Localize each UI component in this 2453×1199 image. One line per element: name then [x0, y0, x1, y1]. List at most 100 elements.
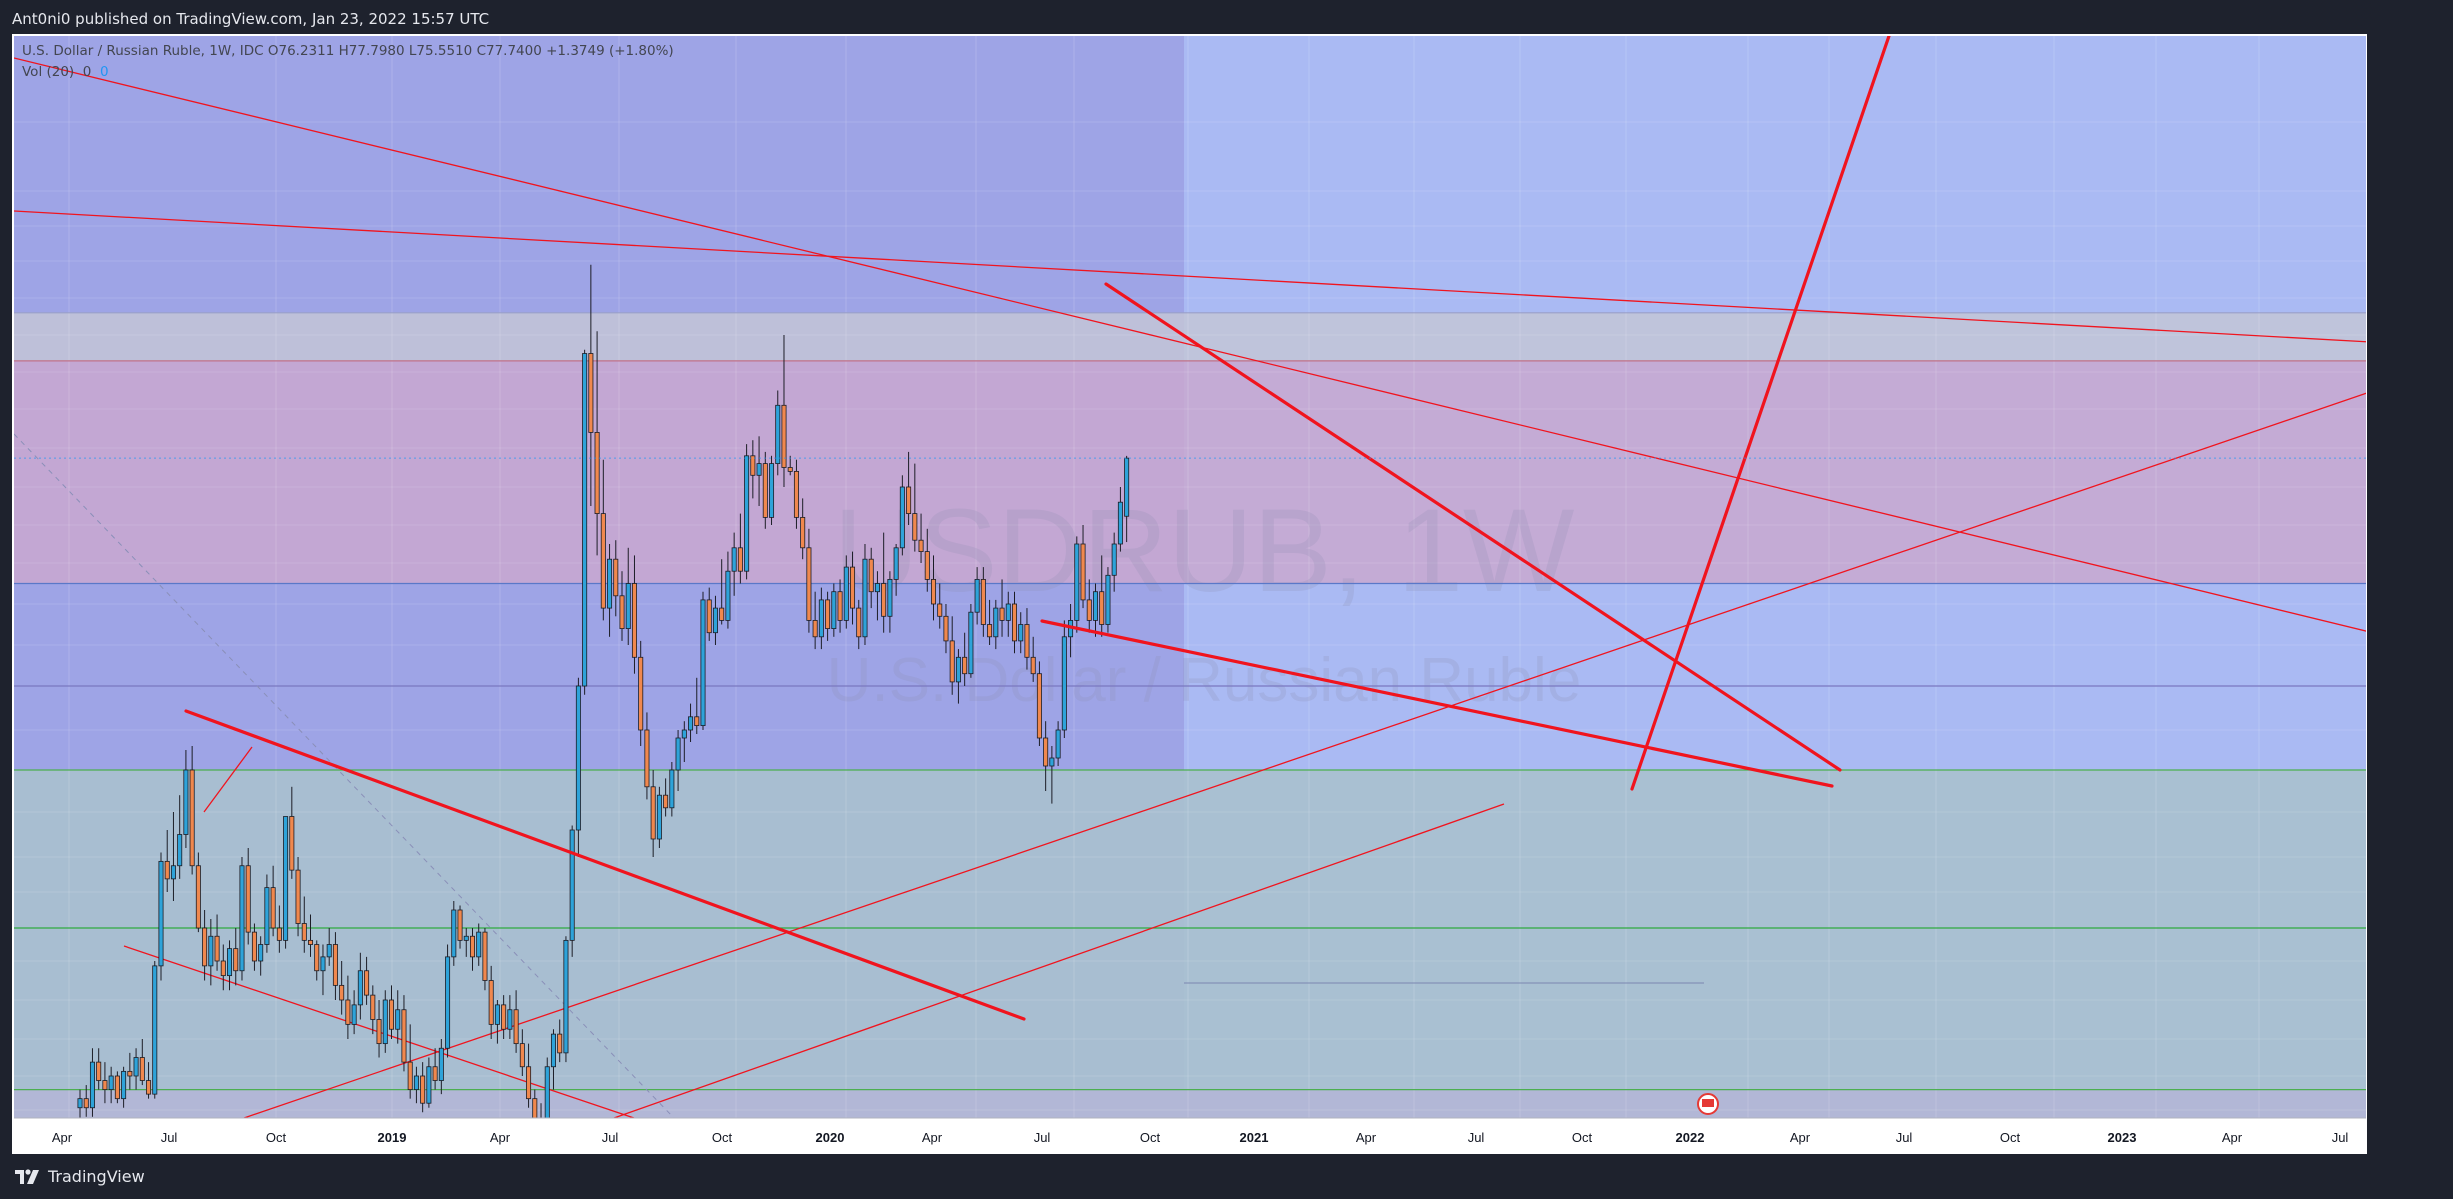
candle-body: [146, 1080, 152, 1095]
candle-body: [208, 935, 214, 967]
candle-body: [251, 931, 257, 962]
candle-body: [775, 404, 781, 464]
candle-body: [700, 599, 706, 727]
candle-body: [283, 816, 289, 941]
time-axis[interactable]: Apr Jul Oct 2019 Apr Jul Oct 2020 Apr Jul Oct 2021 A…: [14, 1117, 2366, 1153]
candle-body: [550, 1033, 556, 1068]
candle-body: [1030, 656, 1036, 675]
candle-body: [164, 860, 170, 880]
background-zones: [14, 36, 2366, 1118]
candle-body: [899, 486, 905, 549]
candle-body: [949, 640, 955, 683]
candle-body: [1092, 591, 1098, 621]
candle-body: [513, 1009, 519, 1045]
trendline[interactable]: [613, 803, 1505, 1119]
candle-body: [781, 404, 787, 468]
legend-symbol: U.S. Dollar / Russian Ruble, 1W, IDC: [22, 43, 264, 59]
candle-body: [818, 599, 824, 638]
candle-body: [320, 956, 326, 972]
time-tick-label: Apr: [1356, 1130, 1377, 1145]
legend-change: +1.3749 (+1.80%): [546, 43, 674, 59]
time-tick-label: Oct: [1572, 1130, 1593, 1145]
chart-canvas[interactable]: USDRUB, 1W U.S. Dollar / Russian Ruble 8…: [14, 36, 2366, 1153]
candle-body: [457, 909, 463, 941]
time-tick-label: 2020: [816, 1130, 845, 1145]
candle-body: [170, 865, 176, 880]
candle-body: [139, 1057, 145, 1081]
candle-body: [831, 591, 837, 630]
candle-body: [519, 1043, 525, 1068]
candle-body: [575, 685, 581, 831]
candle-body: [357, 970, 363, 1006]
candle-body: [451, 909, 457, 958]
thick-trendline[interactable]: [1040, 619, 1834, 788]
candle-body: [395, 1009, 401, 1030]
candle-body: [712, 607, 718, 634]
candle-body: [158, 860, 164, 967]
candle-body: [987, 624, 993, 638]
candle-body: [183, 769, 189, 835]
candle-body: [563, 939, 569, 1054]
time-tick-label: Apr: [2222, 1130, 2243, 1145]
candle-body: [301, 923, 307, 941]
candle-body: [339, 984, 345, 1001]
candle-body: [1117, 501, 1123, 545]
candle-body: [1111, 543, 1117, 576]
watermark-ticker: USDRUB, 1W: [834, 485, 1575, 617]
candle-body: [980, 579, 986, 625]
candle-body: [968, 611, 974, 675]
candle-body: [625, 583, 631, 629]
candle-body: [937, 603, 943, 617]
candle-body: [494, 1004, 500, 1025]
thick-trendlines[interactable]: [184, 36, 1891, 1021]
candle-body: [345, 999, 351, 1025]
candle-body: [469, 935, 475, 958]
candle-body: [706, 599, 712, 634]
candle-body: [825, 599, 831, 630]
candle-body: [999, 607, 1005, 621]
tradingview-brand[interactable]: TradingView: [14, 1166, 145, 1186]
trendline[interactable]: [243, 392, 2366, 1119]
thick-trendline[interactable]: [1630, 36, 1891, 791]
trendline[interactable]: [14, 210, 2366, 343]
thin-trendlines[interactable]: [14, 57, 2366, 1119]
candle-body: [227, 948, 233, 977]
candle-body: [918, 539, 924, 553]
thick-trendline[interactable]: [184, 709, 1026, 1021]
candle-body: [1105, 574, 1111, 625]
candle-body: [245, 865, 251, 933]
candle-body: [631, 583, 637, 658]
trendline[interactable]: [203, 746, 253, 813]
candle-body: [1043, 737, 1049, 767]
candle-body: [974, 579, 980, 613]
candle-body: [332, 944, 338, 986]
candle-body: [388, 999, 394, 1030]
candle-body: [688, 716, 694, 731]
thick-trendline[interactable]: [1104, 282, 1842, 772]
candle-body: [962, 656, 968, 675]
legend-high: H77.7980: [338, 43, 405, 59]
candle-body: [675, 737, 681, 771]
candle-body: [420, 1075, 426, 1104]
candle-body: [407, 1061, 413, 1091]
candle-body: [644, 729, 650, 788]
footer-bar: TradingView: [0, 1156, 2453, 1199]
candle-body: [1036, 673, 1042, 739]
horizontal-levels: [14, 312, 2366, 1091]
candle-body: [114, 1075, 120, 1100]
candle-body: [295, 869, 301, 924]
time-tick-label: Oct: [1140, 1130, 1161, 1145]
event-markers[interactable]: [1697, 1093, 1719, 1115]
candle-body: [594, 431, 600, 514]
time-tick-label: Jul: [1468, 1130, 1485, 1145]
candle-body: [769, 463, 775, 518]
volume-label: Vol (20): [22, 64, 75, 80]
candle-body: [202, 927, 208, 967]
candle-body: [750, 455, 756, 476]
candle-body: [607, 558, 613, 609]
candle-body: [725, 570, 731, 621]
trendline[interactable]: [14, 57, 2366, 632]
candle-body: [731, 547, 737, 572]
candle-body: [663, 794, 669, 809]
candle-body: [600, 513, 606, 609]
